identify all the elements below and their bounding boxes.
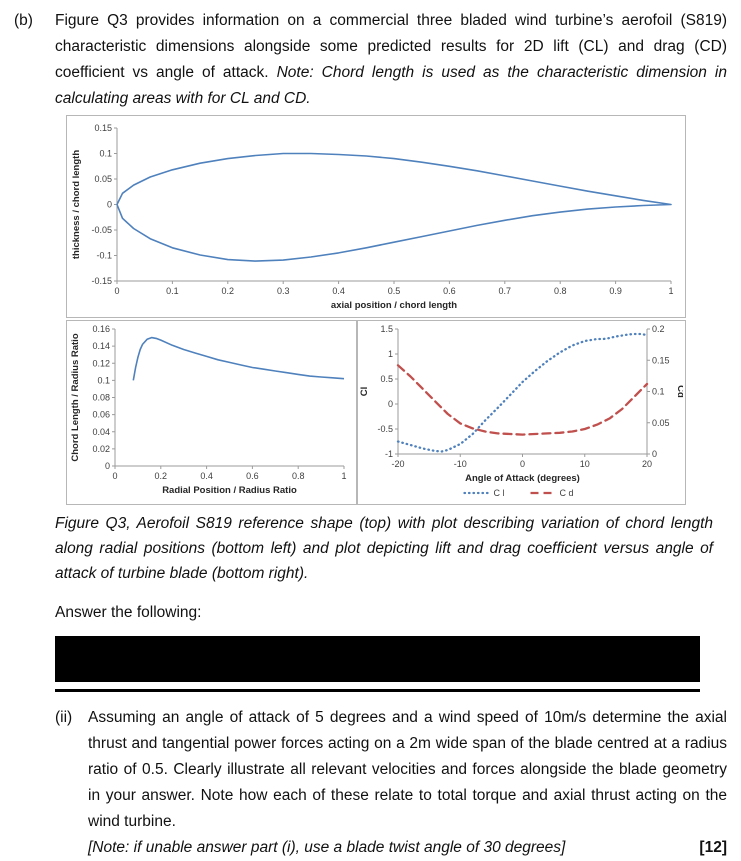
svg-text:-0.05: -0.05 bbox=[91, 225, 112, 235]
svg-text:0.06: 0.06 bbox=[92, 410, 110, 420]
svg-text:Chord Length / Radius Ratio: Chord Length / Radius Ratio bbox=[70, 333, 81, 461]
figure-q3: 0 0.1 0.2 0.3 0.4 0.5 0.6 0.7 0.8 0.9 1 -0.15 -0.1 -0… bbox=[66, 115, 686, 505]
svg-text:0.6: 0.6 bbox=[443, 286, 456, 296]
svg-text:0.04: 0.04 bbox=[92, 427, 110, 437]
svg-text:0: 0 bbox=[114, 286, 119, 296]
svg-text:0: 0 bbox=[112, 471, 117, 481]
svg-text:C d: C d bbox=[560, 488, 574, 498]
svg-text:20: 20 bbox=[642, 459, 652, 469]
part-ii-marks: [12] bbox=[699, 839, 727, 856]
chord-length-chart: 0 0.2 0.4 0.6 0.8 1 0 0.02 0.04 0.06 0.08 0.1 0.12 0.… bbox=[66, 320, 357, 505]
svg-text:thickness / chord length: thickness / chord length bbox=[71, 150, 82, 259]
svg-text:0.5: 0.5 bbox=[388, 286, 401, 296]
svg-text:0.8: 0.8 bbox=[292, 471, 305, 481]
svg-text:0: 0 bbox=[652, 449, 657, 459]
svg-text:0.1: 0.1 bbox=[99, 149, 112, 159]
svg-text:0.1: 0.1 bbox=[166, 286, 179, 296]
svg-text:0.7: 0.7 bbox=[499, 286, 512, 296]
svg-text:Radial Position / Radius Ratio: Radial Position / Radius Ratio bbox=[162, 485, 297, 496]
svg-text:-0.1: -0.1 bbox=[96, 251, 112, 261]
svg-text:Cd: Cd bbox=[675, 385, 683, 398]
question-part-b: (b) Figure Q3 provides information on a … bbox=[14, 8, 727, 112]
svg-text:0.2: 0.2 bbox=[155, 471, 168, 481]
svg-text:-0.15: -0.15 bbox=[91, 276, 112, 286]
svg-text:-0.5: -0.5 bbox=[377, 424, 393, 434]
svg-text:0.05: 0.05 bbox=[94, 174, 112, 184]
svg-text:0: 0 bbox=[105, 461, 110, 471]
svg-text:-10: -10 bbox=[454, 459, 467, 469]
intro-note-italic: Note: Chord length is used as the charac… bbox=[55, 64, 727, 107]
redacted-part-i-block bbox=[55, 636, 700, 682]
svg-text:0.12: 0.12 bbox=[92, 358, 110, 368]
svg-text:0.4: 0.4 bbox=[200, 471, 213, 481]
aerofoil-shape-chart: 0 0.1 0.2 0.3 0.4 0.5 0.6 0.7 0.8 0.9 1 -0.15 -0.1 -0… bbox=[66, 115, 686, 318]
part-ii-text: Assuming an angle of attack of 5 degrees… bbox=[88, 705, 727, 861]
part-ii-label: (ii) bbox=[55, 709, 73, 726]
svg-text:Angle of Attack (degrees): Angle of Attack (degrees) bbox=[465, 473, 580, 484]
svg-text:0: 0 bbox=[107, 200, 112, 210]
svg-text:0.5: 0.5 bbox=[380, 374, 393, 384]
svg-text:Cl: Cl bbox=[359, 387, 370, 397]
figure-q3-bottom-row: 0 0.2 0.4 0.6 0.8 1 0 0.02 0.04 0.06 0.08 0.1 0.12 0.… bbox=[66, 320, 686, 505]
figure-caption: Figure Q3, Aerofoil S819 reference shape… bbox=[55, 515, 713, 582]
svg-text:0.02: 0.02 bbox=[92, 444, 110, 454]
part-ii-note-row: [Note: if unable answer part (i), use a … bbox=[88, 835, 727, 861]
svg-text:0: 0 bbox=[388, 399, 393, 409]
svg-text:0.8: 0.8 bbox=[554, 286, 567, 296]
chord-length-plot: 0 0.2 0.4 0.6 0.8 1 0 0.02 0.04 0.06 0.08 0.1 0.12 0.… bbox=[70, 324, 347, 496]
svg-text:1: 1 bbox=[668, 286, 673, 296]
svg-text:-1: -1 bbox=[385, 449, 393, 459]
intro-normal-text: Figure Q3 provides information on a comm… bbox=[55, 12, 727, 81]
svg-text:0.2: 0.2 bbox=[652, 324, 665, 334]
question-intro-text: Figure Q3 provides information on a comm… bbox=[55, 8, 727, 112]
question-part-ii: (ii) Assuming an angle of attack of 5 de… bbox=[55, 705, 727, 861]
svg-text:0: 0 bbox=[520, 459, 525, 469]
aerofoil-shape-plot: 0 0.1 0.2 0.3 0.4 0.5 0.6 0.7 0.8 0.9 1 -0.15 -0.1 -0… bbox=[71, 123, 674, 311]
svg-text:C l: C l bbox=[494, 488, 505, 498]
svg-text:0.15: 0.15 bbox=[94, 123, 112, 133]
part-ii-note: [Note: if unable answer part (i), use a … bbox=[88, 839, 566, 856]
answer-heading: Answer the following: bbox=[55, 604, 202, 621]
redacted-part-i-line bbox=[55, 689, 700, 692]
svg-text:10: 10 bbox=[580, 459, 590, 469]
svg-text:0.2: 0.2 bbox=[222, 286, 235, 296]
svg-text:1: 1 bbox=[388, 349, 393, 359]
svg-text:0.9: 0.9 bbox=[609, 286, 622, 296]
svg-text:axial position / chord length: axial position / chord length bbox=[331, 300, 457, 311]
svg-text:0.1: 0.1 bbox=[652, 387, 665, 397]
svg-text:1.5: 1.5 bbox=[380, 324, 393, 334]
part-b-label: (b) bbox=[14, 12, 33, 29]
svg-text:-20: -20 bbox=[391, 459, 404, 469]
lift-drag-plot: -20 -10 0 10 20 -1 -0.5 0 0.5 1 1.5 0 0.05 0.1 0.15 0.2… bbox=[359, 324, 683, 498]
svg-text:0.3: 0.3 bbox=[277, 286, 290, 296]
svg-text:0.1: 0.1 bbox=[97, 375, 110, 385]
svg-text:0.15: 0.15 bbox=[652, 355, 670, 365]
svg-text:0.05: 0.05 bbox=[652, 418, 670, 428]
svg-text:0.6: 0.6 bbox=[246, 471, 259, 481]
part-ii-body: Assuming an angle of attack of 5 degrees… bbox=[88, 709, 727, 830]
svg-text:0.08: 0.08 bbox=[92, 393, 110, 403]
svg-text:1: 1 bbox=[341, 471, 346, 481]
svg-text:0.14: 0.14 bbox=[92, 341, 110, 351]
svg-text:0.16: 0.16 bbox=[92, 324, 110, 334]
svg-text:0.4: 0.4 bbox=[332, 286, 345, 296]
lift-drag-chart: -20 -10 0 10 20 -1 -0.5 0 0.5 1 1.5 0 0.05 0.1 0.15 0.2… bbox=[357, 320, 686, 505]
